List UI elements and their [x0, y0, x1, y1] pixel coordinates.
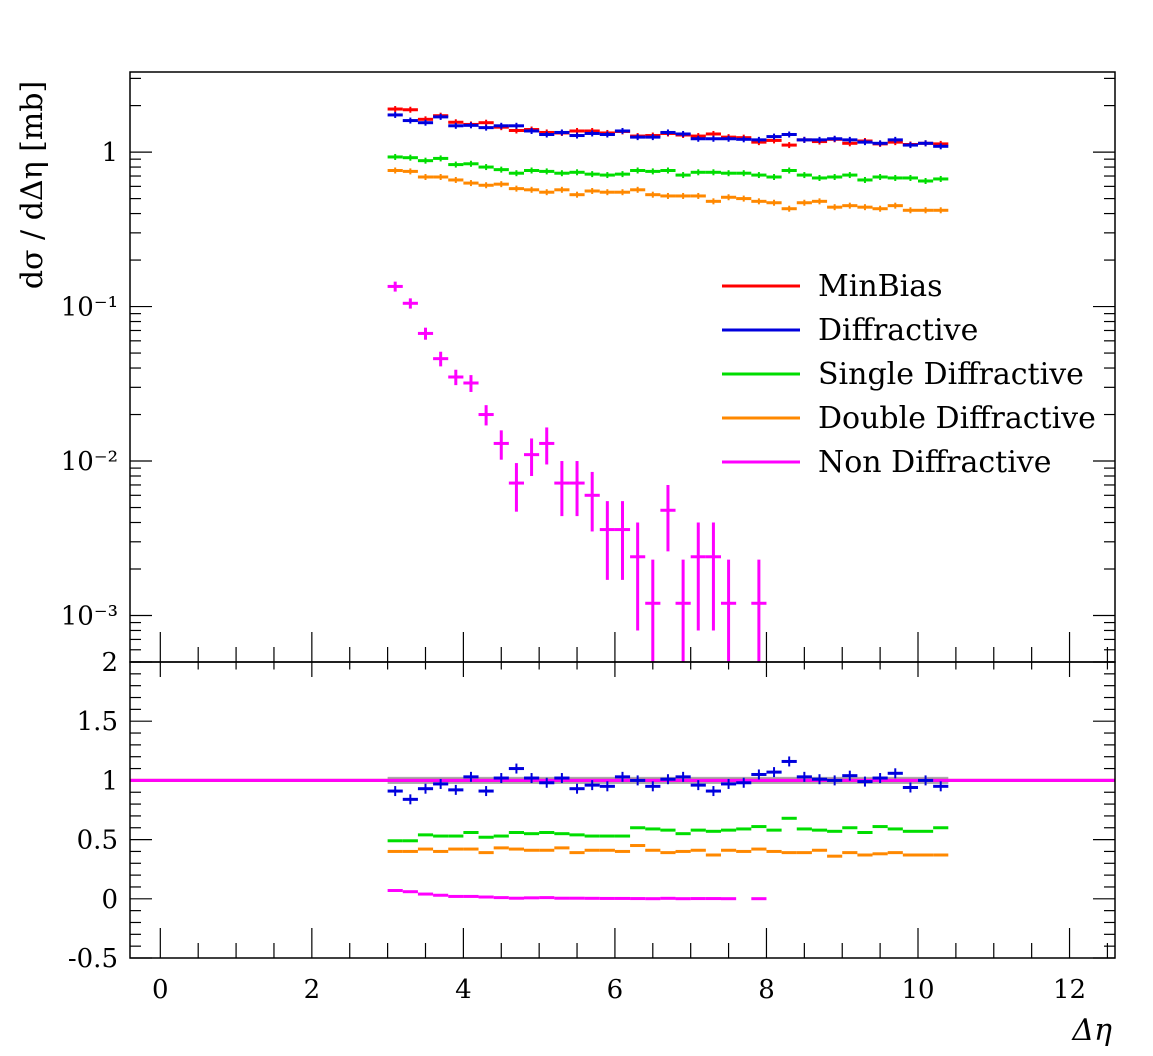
x-tick-label: 4 [455, 975, 472, 1005]
ratio-y-tick-label: 0 [101, 885, 118, 915]
legend-label-non-diffractive: Non Diffractive [818, 445, 1052, 480]
ratio-panel: 0 2 4 6 8 10 12 -0.5 0 0.5 1 1.5 2 [68, 648, 1115, 1005]
ratio-series-diffractive [387, 756, 949, 805]
ratio-y-tick-label: -0.5 [68, 944, 118, 974]
x-tick-label: 8 [758, 975, 775, 1005]
x-tick-label: 2 [304, 975, 321, 1005]
y-tick-label: 10⁻³ [61, 602, 118, 632]
ratio-plot-frame [129, 661, 1116, 959]
y-axis-title: dσ / dΔη [mb] [15, 81, 50, 289]
y-tick-label: 10⁻¹ [61, 293, 118, 323]
y-tick-label: 1 [101, 138, 118, 168]
ratio-series-double-diffractive [387, 844, 949, 858]
ratio-y-tick-label: 1.5 [77, 707, 118, 737]
legend-label-single-diffractive: Single Diffractive [818, 357, 1084, 392]
series-non-diffractive [387, 281, 767, 662]
legend-label-double-diffractive: Double Diffractive [818, 401, 1096, 436]
ratio-series-single-diffractive [387, 816, 949, 843]
ratio-y-tick-label: 2 [101, 648, 118, 678]
x-tick-label: 6 [607, 975, 624, 1005]
legend-label-diffractive: Diffractive [818, 313, 978, 348]
y-tick-label: 10⁻² [61, 447, 118, 477]
series-double-diffractive [387, 167, 949, 214]
x-axis-title: Δη [1071, 1013, 1112, 1048]
ratio-y-tick-label: 0.5 [77, 826, 118, 856]
ratio-series-non-diffractive [387, 889, 767, 901]
ratio-y-tick-label: 1 [101, 766, 118, 796]
series-single-diffractive [387, 153, 949, 184]
legend: MinBias Diffractive Single Diffractive D… [722, 269, 1096, 480]
x-tick-label: 10 [901, 975, 934, 1005]
series-diffractive [387, 111, 949, 150]
legend-label-minbias: MinBias [818, 269, 943, 304]
x-tick-label: 12 [1053, 975, 1086, 1005]
x-tick-label: 0 [152, 975, 169, 1005]
main-panel: 1 10⁻¹ 10⁻² 10⁻³ [61, 77, 1115, 663]
